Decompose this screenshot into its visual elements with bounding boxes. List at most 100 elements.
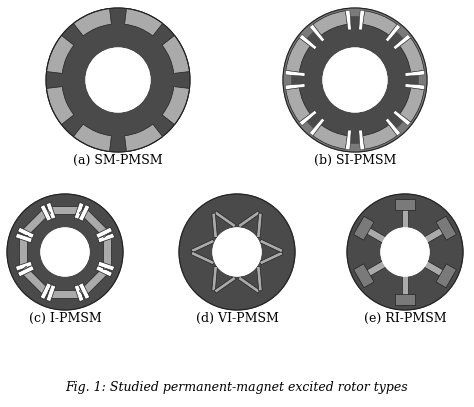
Polygon shape: [212, 266, 218, 291]
Wedge shape: [346, 130, 351, 150]
Polygon shape: [96, 227, 112, 239]
Wedge shape: [162, 35, 190, 73]
Wedge shape: [359, 10, 365, 30]
Polygon shape: [103, 234, 111, 269]
Wedge shape: [299, 110, 317, 126]
Text: (e) RI-PMSM: (e) RI-PMSM: [364, 311, 447, 324]
Polygon shape: [256, 266, 262, 291]
Polygon shape: [259, 251, 283, 265]
Polygon shape: [20, 207, 51, 238]
Circle shape: [86, 48, 150, 112]
Circle shape: [347, 194, 463, 310]
Polygon shape: [214, 211, 236, 228]
Wedge shape: [363, 11, 397, 35]
Polygon shape: [47, 206, 82, 214]
Circle shape: [46, 8, 190, 152]
Wedge shape: [46, 87, 74, 125]
Polygon shape: [436, 216, 456, 240]
Wedge shape: [359, 130, 365, 150]
Polygon shape: [46, 285, 56, 302]
Circle shape: [213, 228, 261, 276]
Polygon shape: [74, 202, 84, 219]
Text: (d) VI-PMSM: (d) VI-PMSM: [196, 311, 278, 324]
Wedge shape: [299, 35, 317, 50]
Wedge shape: [363, 125, 397, 149]
Polygon shape: [259, 239, 283, 253]
Polygon shape: [98, 261, 115, 271]
Polygon shape: [79, 205, 90, 221]
Circle shape: [179, 194, 295, 310]
Polygon shape: [96, 265, 112, 277]
Circle shape: [213, 228, 261, 276]
Polygon shape: [16, 261, 32, 271]
Wedge shape: [310, 24, 325, 42]
Polygon shape: [18, 227, 34, 239]
Polygon shape: [40, 205, 52, 221]
Polygon shape: [357, 260, 387, 282]
Wedge shape: [46, 35, 74, 73]
Wedge shape: [405, 70, 425, 76]
Circle shape: [41, 228, 89, 276]
Circle shape: [283, 8, 427, 152]
Wedge shape: [346, 10, 351, 30]
Polygon shape: [401, 275, 409, 305]
Text: Fig. 1: Studied permanent-magnet excited rotor types: Fig. 1: Studied permanent-magnet excited…: [66, 381, 408, 394]
Wedge shape: [405, 84, 425, 90]
Polygon shape: [256, 213, 262, 238]
Polygon shape: [423, 260, 453, 282]
Wedge shape: [400, 38, 424, 72]
Circle shape: [323, 48, 387, 112]
Wedge shape: [385, 118, 401, 136]
Polygon shape: [436, 264, 456, 288]
Polygon shape: [394, 294, 415, 305]
Polygon shape: [214, 276, 236, 293]
Polygon shape: [16, 233, 32, 243]
Wedge shape: [73, 9, 111, 36]
Polygon shape: [357, 222, 387, 243]
Wedge shape: [310, 118, 325, 136]
Polygon shape: [354, 264, 374, 288]
Polygon shape: [423, 222, 453, 243]
Polygon shape: [19, 234, 27, 269]
Circle shape: [381, 228, 429, 276]
Circle shape: [7, 194, 123, 310]
Wedge shape: [162, 87, 190, 125]
Circle shape: [381, 228, 429, 276]
Wedge shape: [286, 88, 310, 122]
Polygon shape: [98, 233, 115, 243]
Circle shape: [41, 228, 89, 276]
Wedge shape: [286, 38, 310, 72]
Polygon shape: [79, 283, 90, 300]
Wedge shape: [313, 11, 347, 35]
Polygon shape: [212, 213, 218, 238]
Wedge shape: [393, 35, 410, 50]
Wedge shape: [285, 84, 305, 90]
Polygon shape: [354, 216, 374, 240]
Wedge shape: [73, 124, 111, 151]
Wedge shape: [400, 88, 424, 122]
Polygon shape: [18, 265, 34, 277]
Polygon shape: [47, 290, 82, 298]
Polygon shape: [401, 199, 409, 229]
Text: (c) I-PMSM: (c) I-PMSM: [28, 311, 101, 324]
Polygon shape: [191, 251, 215, 265]
Polygon shape: [238, 211, 260, 228]
Wedge shape: [125, 9, 163, 36]
Polygon shape: [394, 199, 415, 210]
Polygon shape: [238, 276, 260, 293]
Polygon shape: [20, 266, 51, 297]
Circle shape: [323, 48, 387, 112]
Text: (b) SI-PMSM: (b) SI-PMSM: [314, 153, 396, 166]
Polygon shape: [79, 266, 109, 297]
Polygon shape: [46, 202, 56, 219]
Wedge shape: [313, 125, 347, 149]
Circle shape: [86, 48, 150, 112]
Polygon shape: [191, 239, 215, 253]
Circle shape: [292, 17, 419, 143]
Wedge shape: [385, 24, 401, 42]
Polygon shape: [40, 283, 52, 300]
Wedge shape: [125, 124, 163, 151]
Polygon shape: [74, 285, 84, 302]
Wedge shape: [393, 110, 410, 126]
Text: (a) SM-PMSM: (a) SM-PMSM: [73, 153, 163, 166]
